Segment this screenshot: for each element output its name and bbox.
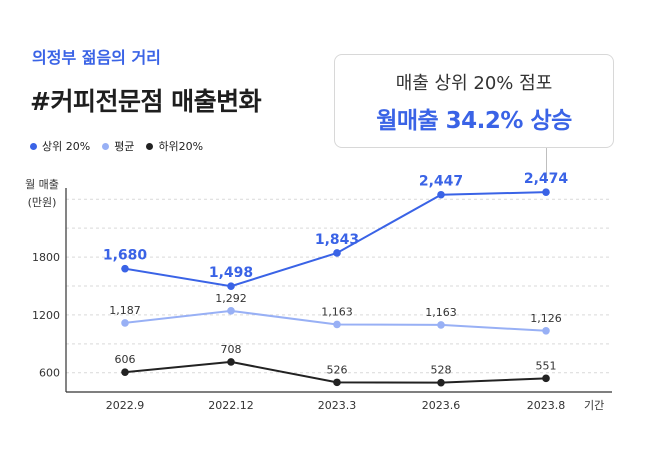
series-2-label-1: 708 xyxy=(221,343,242,356)
x-tick-label-3: 2023.6 xyxy=(422,399,461,412)
legend-label-average: 평균 xyxy=(114,140,135,153)
series-1-label-2: 1,163 xyxy=(321,305,353,318)
series-2-point-4 xyxy=(542,374,550,383)
legend: 상위 20% 평균 하위20% xyxy=(30,138,203,154)
legend-dot-top20 xyxy=(30,142,37,150)
y-tick-label-1: 1200 xyxy=(32,309,60,322)
legend-item-top20: 상위 20% xyxy=(30,138,90,154)
chart-title: #커피전문점 매출변화 xyxy=(30,87,262,116)
series-2-point-0 xyxy=(121,368,129,376)
series-1-point-2 xyxy=(333,320,341,329)
series-1-label-1: 1,292 xyxy=(215,292,247,305)
series-2-label-2: 526 xyxy=(327,363,348,376)
chart-subtitle: 의정부 젊음의 거리 xyxy=(32,48,161,67)
series-1-point-1 xyxy=(227,307,235,315)
y-tick-label-2: 1800 xyxy=(32,251,60,264)
callout-box: 매출 상위 20% 점포 월매출 34.2% 상승 xyxy=(334,54,614,148)
series-0-point-0 xyxy=(121,264,129,273)
series-0-label-2: 1,843 xyxy=(315,232,359,248)
y-axis-title-0: 월 매출 xyxy=(25,178,59,191)
series-1-point-4 xyxy=(542,327,550,335)
series-0-point-2 xyxy=(333,249,341,257)
callout-pointer xyxy=(546,148,547,178)
series-2-label-4: 551 xyxy=(536,359,557,372)
series-1-label-3: 1,163 xyxy=(425,306,457,319)
series-0-point-3 xyxy=(437,190,445,199)
y-axis-title-1: (만원) xyxy=(28,196,57,209)
series-2-point-2 xyxy=(333,378,341,387)
x-axis-title: 기간 xyxy=(584,399,604,412)
series-0-point-4 xyxy=(542,188,550,196)
series-0-label-0: 1,680 xyxy=(103,248,148,264)
x-tick-label-4: 2023.8 xyxy=(527,399,566,412)
legend-dot-average xyxy=(102,142,110,150)
x-tick-label-1: 2022.12 xyxy=(208,399,254,412)
callout-line1: 매출 상위 20% 점포 xyxy=(395,73,553,94)
series-1-label-4: 1,126 xyxy=(530,312,562,325)
series-2-label-0: 606 xyxy=(115,353,136,366)
series-0-label-3: 2,447 xyxy=(419,174,463,190)
legend-label-top20: 상위 20% xyxy=(42,140,91,153)
series-2-point-1 xyxy=(227,358,235,366)
x-tick-label-0: 2022.9 xyxy=(106,399,145,412)
series-1-point-3 xyxy=(437,321,445,329)
legend-item-average: 평균 xyxy=(102,138,134,154)
series-1-label-0: 1,187 xyxy=(109,304,141,317)
legend-label-bottom20: 하위20% xyxy=(158,140,204,153)
series-0-point-1 xyxy=(227,282,235,290)
y-tick-label-0: 600 xyxy=(39,367,60,380)
series-0-label-1: 1,498 xyxy=(209,265,253,281)
callout-line2: 월매출 34.2% 상승 xyxy=(376,108,572,134)
x-tick-label-2: 2023.3 xyxy=(318,399,357,412)
legend-item-bottom20: 하위20% xyxy=(146,138,203,154)
series-0-label-4: 2,474 xyxy=(524,171,569,187)
series-2-point-3 xyxy=(437,378,445,387)
series-1-point-0 xyxy=(121,319,129,327)
legend-dot-bottom20 xyxy=(146,142,154,150)
series-2-label-3: 528 xyxy=(431,364,452,377)
